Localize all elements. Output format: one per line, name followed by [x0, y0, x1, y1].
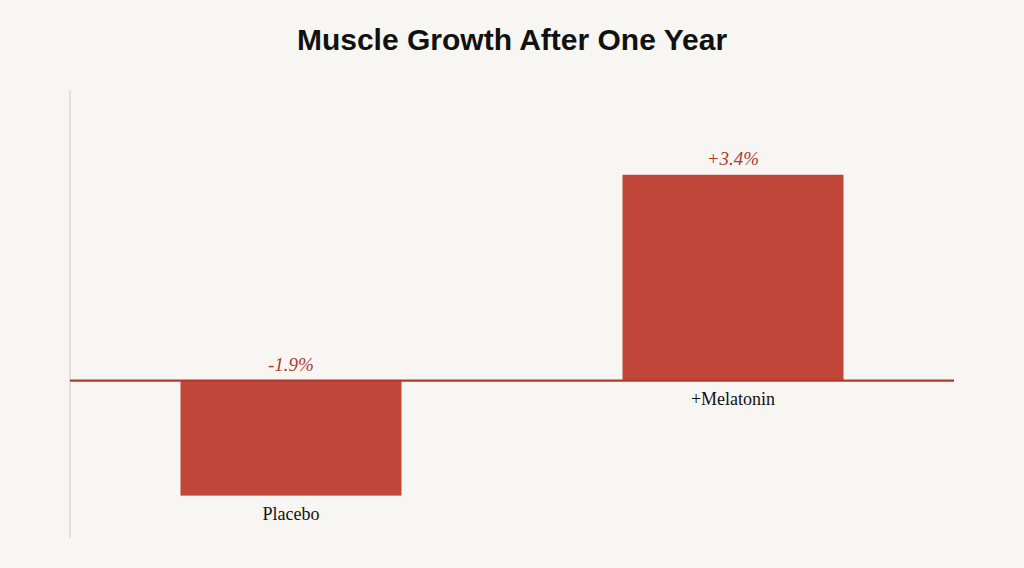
category-label: Placebo [263, 504, 320, 524]
bar [623, 175, 844, 381]
data-label: +3.4% [707, 148, 759, 169]
category-label: +Melatonin [691, 389, 775, 409]
y-axis-line [70, 90, 71, 538]
data-label: -1.9% [268, 354, 314, 375]
baseline [70, 379, 954, 381]
background [0, 0, 1024, 568]
chart: Muscle Growth After One Year -1.9% Placebo… [0, 0, 1024, 568]
bar [181, 381, 402, 496]
title: Muscle Growth After One Year [297, 23, 727, 56]
bars [181, 175, 844, 496]
